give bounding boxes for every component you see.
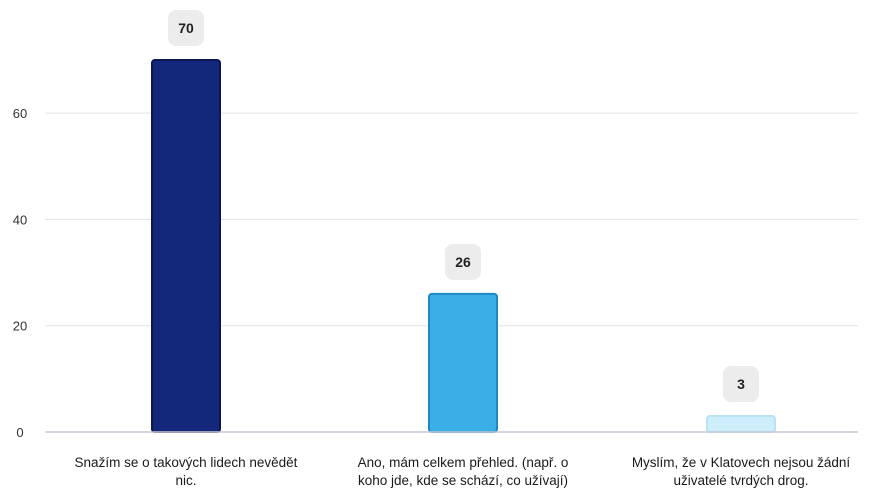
- data-label: 3: [723, 366, 759, 403]
- data-label: 26: [445, 243, 481, 280]
- y-tick-label: 0: [16, 425, 23, 440]
- x-tick-label: Myslím, že v Klatovech nejsou žádní uživa…: [632, 455, 851, 488]
- x-tick-label-line: Myslím, že v Klatovech nejsou žádní: [632, 455, 851, 470]
- y-tick-label: 60: [13, 106, 27, 121]
- x-tick-label: Snažím se o takových lidech nevědět nic.: [75, 455, 298, 488]
- x-tick-label: Ano, mám celkem přehled. (např. o koho jd…: [358, 455, 569, 488]
- y-tick-label: 20: [13, 319, 27, 334]
- x-tick-label-line: Snažím se o takových lidech nevědět: [75, 455, 298, 470]
- data-label-value: 3: [737, 376, 745, 392]
- data-label-value: 70: [178, 20, 194, 36]
- data-label-value: 26: [455, 254, 471, 270]
- x-tick-label-line: nic.: [175, 473, 196, 488]
- bar: [706, 415, 776, 433]
- bar: [428, 292, 498, 434]
- bar: [151, 59, 221, 433]
- x-tick-label-line: Ano, mám celkem přehled. (např. o: [358, 455, 569, 470]
- x-tick-label-line: koho jde, kde se schází, co užívají): [358, 473, 568, 488]
- data-label-badge: [168, 10, 204, 46]
- y-axis-ticks: 0 20 40 60: [13, 106, 27, 440]
- data-label: 70: [168, 10, 204, 46]
- data-labels: 70 26 3: [168, 10, 759, 403]
- x-tick-label-line: uživatelé tvrdých drog.: [673, 473, 808, 488]
- bars: [151, 59, 776, 434]
- y-tick-label: 40: [13, 212, 27, 227]
- data-label-badge: [445, 243, 481, 280]
- category-labels: Snažím se o takových lidech nevědět nic. A…: [75, 455, 851, 488]
- data-label-badge: [723, 366, 759, 403]
